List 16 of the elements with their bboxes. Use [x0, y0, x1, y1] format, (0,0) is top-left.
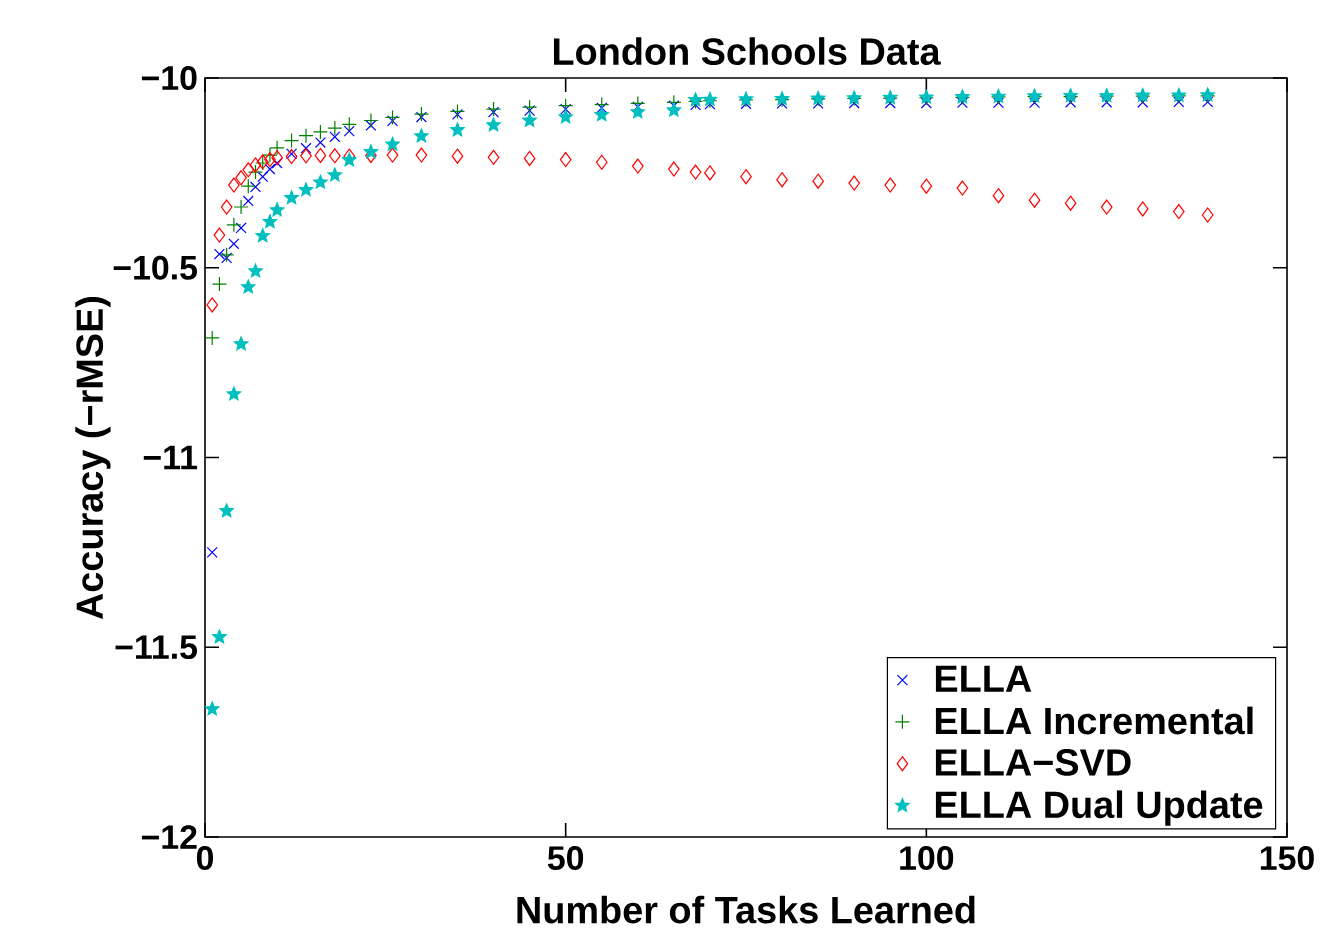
legend-label: ELLA [935, 665, 1032, 692]
y-axis-title: Accuracy (−rMSE) [75, 296, 111, 620]
chart-title: London Schools Data [553, 37, 941, 66]
x-axis-title: Number of Tasks Learned [517, 895, 975, 924]
y-tick-label: −11 [143, 445, 198, 470]
legend-label: ELLA−SVD [935, 749, 1131, 776]
y-tick-label: −10.5 [113, 255, 198, 280]
x-tick-label: 150 [1260, 846, 1314, 871]
y-tick-label: −10 [141, 66, 197, 90]
x-tick-label: 0 [196, 846, 214, 871]
x-tick-label: 50 [547, 846, 584, 871]
x-tick-label: 100 [900, 846, 954, 871]
legend-label: ELLA Dual Update [935, 790, 1263, 826]
y-tick-label: −11.5 [115, 635, 198, 660]
y-tick-label: −12 [141, 825, 197, 849]
legend-label: ELLA Incremental [935, 706, 1253, 735]
